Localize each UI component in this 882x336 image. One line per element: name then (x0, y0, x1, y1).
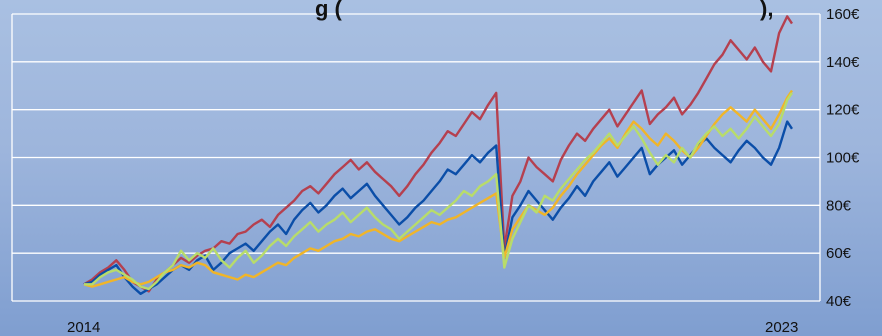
series-line-lime (84, 92, 793, 291)
series-layer (83, 15, 793, 295)
x-axis: 2014 2023 (67, 319, 798, 336)
chart-title-tail: ), (760, 0, 773, 21)
chart-title: g ( (315, 0, 343, 21)
series-line-yellow (83, 89, 793, 288)
y-tick-label: 140€ (826, 54, 860, 71)
y-tick-label: 100€ (826, 150, 860, 167)
x-tick-label: 2023 (765, 319, 798, 336)
y-axis: 40€ 60€ 80€ 100€ 120€ 140€ 160€ (826, 6, 860, 310)
y-tick-label: 40€ (826, 293, 852, 310)
gridlines (12, 13, 820, 302)
y-tick-label: 160€ (826, 6, 860, 23)
y-tick-label: 80€ (826, 197, 852, 214)
plot-area (11, 14, 821, 301)
series-line-red (83, 15, 793, 293)
x-tick-label: 2014 (67, 319, 100, 336)
y-tick-label: 60€ (826, 245, 852, 262)
y-tick-label: 120€ (826, 102, 860, 119)
